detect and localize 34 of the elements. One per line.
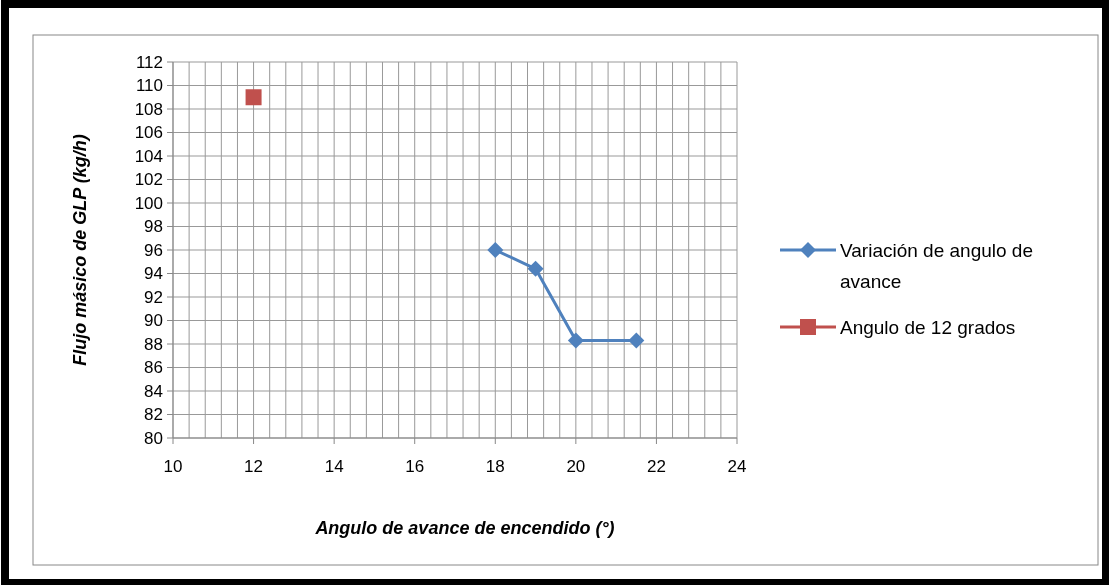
y-tick-label: 86 <box>144 358 163 378</box>
point <box>245 89 262 106</box>
y-axis-title: Flujo másico de GLP (kg/h) <box>70 134 90 366</box>
y-tick-label: 108 <box>134 99 163 119</box>
x-tick-label: 20 <box>566 457 586 476</box>
y-tick-label: 96 <box>144 240 163 260</box>
x-tick-label: 12 <box>244 457 264 476</box>
point <box>527 260 544 277</box>
y-tick-label: 88 <box>144 334 163 354</box>
y-tick-label: 82 <box>144 405 163 425</box>
point <box>628 332 645 349</box>
y-tick-label: 106 <box>134 123 163 143</box>
x-tick-label: 10 <box>163 457 183 476</box>
y-tick-label: 104 <box>134 146 163 166</box>
y-tick-label: 112 <box>135 52 163 72</box>
x-tick-label: 24 <box>727 457 747 476</box>
y-tick-label: 94 <box>144 264 163 284</box>
x-tick-label: 16 <box>405 457 425 476</box>
y-tick-label: 80 <box>144 428 163 448</box>
y-tick-label: 110 <box>135 76 163 96</box>
point <box>487 242 504 258</box>
x-axis-title: Angulo de avance de encendido (°) <box>314 518 615 538</box>
y-tick-label: 100 <box>134 193 163 213</box>
y-tick-label: 92 <box>144 287 163 307</box>
x-tick-label: 18 <box>485 457 505 476</box>
x-tick-label: 22 <box>646 457 666 476</box>
y-tick-label: 98 <box>144 217 163 237</box>
x-tick-label: 14 <box>324 457 344 476</box>
legend-label: Variación de angulo de avance <box>840 239 1033 292</box>
point <box>567 332 584 349</box>
y-tick-label: 90 <box>144 311 163 331</box>
y-tick-label: 102 <box>134 170 163 190</box>
y-tick-label: 84 <box>144 381 163 401</box>
legend-label: Angulo de 12 grados <box>840 316 1016 338</box>
